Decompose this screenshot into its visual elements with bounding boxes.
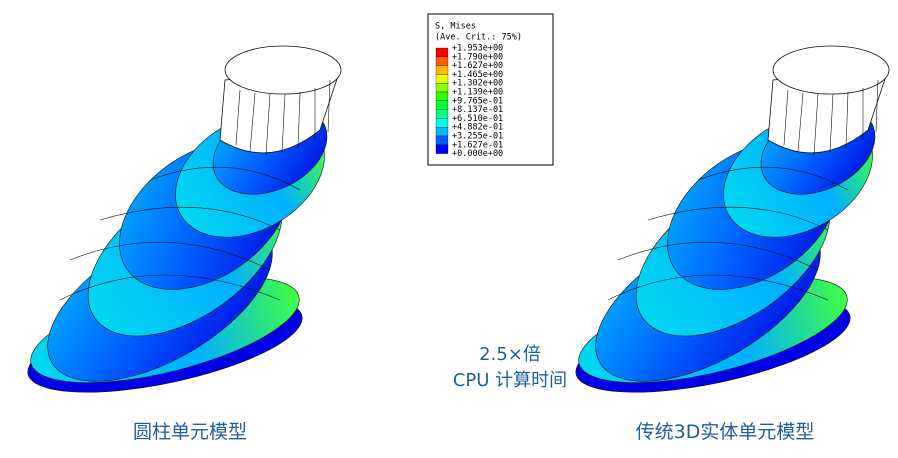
legend-frame bbox=[427, 13, 554, 166]
solid-element-model bbox=[567, 45, 896, 415]
legend-swatch bbox=[435, 74, 449, 84]
legend-level: +9.765e-01 bbox=[452, 96, 503, 106]
legend-swatch bbox=[435, 144, 449, 154]
left-caption: 圆柱单元模型 bbox=[133, 421, 247, 443]
legend-level: +4.882e-01 bbox=[452, 123, 503, 133]
speedup-note: 2.5×倍 bbox=[479, 344, 541, 365]
legend-swatch bbox=[435, 47, 449, 57]
cpu-note: CPU 计算时间 bbox=[453, 370, 567, 391]
legend-level: +1.953e+00 bbox=[452, 44, 503, 54]
legend-level: +0.000e+00 bbox=[452, 149, 503, 159]
legend-subtitle: (Ave. Crit.: 75%) bbox=[435, 33, 522, 43]
legend: S, Mises (Ave. Crit.: 75%) +1.953e+00+1.… bbox=[427, 13, 554, 166]
legend-level: +1.139e+00 bbox=[452, 88, 503, 98]
legend-level: +8.137e-01 bbox=[452, 105, 503, 115]
legend-title: S, Mises bbox=[435, 22, 476, 32]
legend-swatch bbox=[435, 135, 449, 145]
legend-swatch bbox=[435, 91, 449, 101]
legend-swatch bbox=[435, 56, 449, 66]
right-caption: 传统3D实体单元模型 bbox=[636, 421, 815, 443]
legend-level: +1.465e+00 bbox=[452, 70, 503, 80]
legend-swatch bbox=[435, 100, 449, 110]
legend-swatch bbox=[435, 83, 449, 93]
legend-level: +1.790e+00 bbox=[452, 52, 503, 62]
legend-level: +1.627e-01 bbox=[452, 140, 503, 150]
legend-level: +3.255e-01 bbox=[452, 132, 503, 142]
legend-swatch bbox=[435, 127, 449, 137]
legend-swatch bbox=[435, 65, 449, 75]
cylinder-element-model bbox=[19, 45, 348, 415]
legend-level: +6.510e-01 bbox=[452, 114, 503, 124]
legend-swatch bbox=[435, 109, 449, 119]
legend-level: +1.302e+00 bbox=[452, 79, 503, 89]
legend-level: +1.627e+00 bbox=[452, 61, 503, 71]
legend-swatch bbox=[435, 118, 449, 128]
